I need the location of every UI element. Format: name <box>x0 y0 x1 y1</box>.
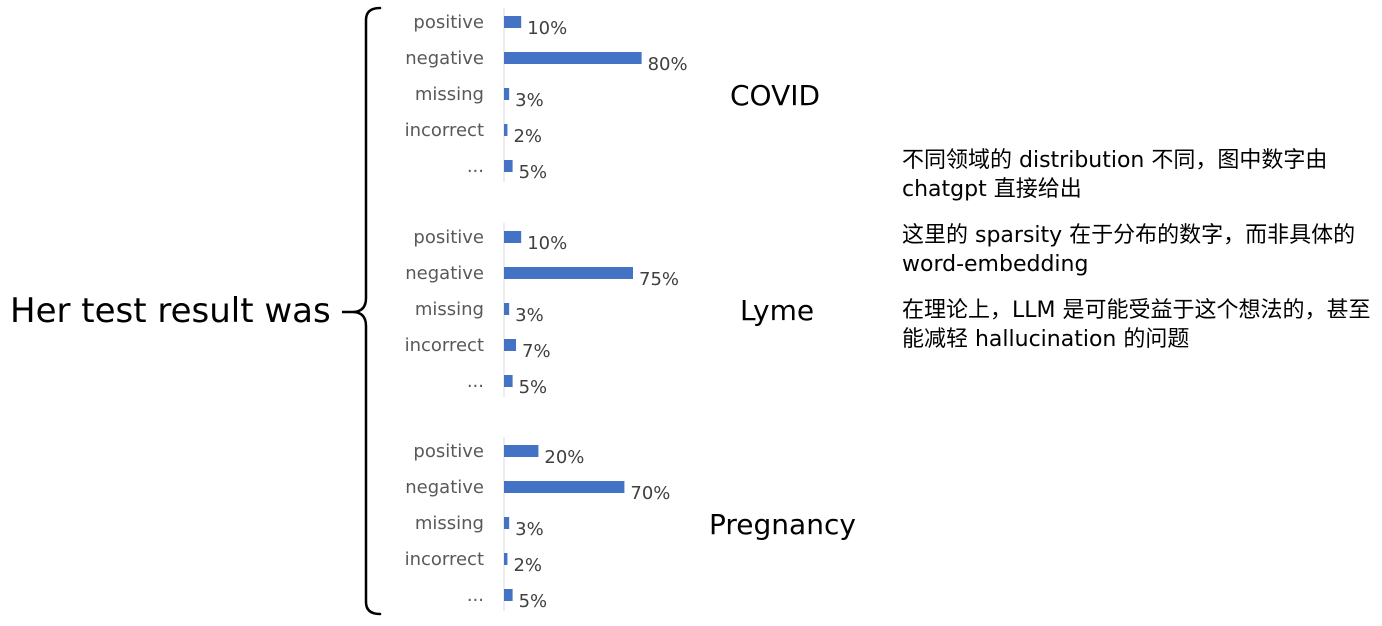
prompt-text: Her test result was <box>10 291 331 331</box>
bar-pregnancy <box>504 517 510 529</box>
bar-chart-lyme: positive 10% negative 75% missing 3% incorrect… <box>380 219 710 399</box>
value-label-covid: 2% <box>513 126 542 147</box>
bar-covid <box>504 160 513 172</box>
bar-chart-covid: positive 10% negative 80% missing 3% incorrect… <box>380 4 710 184</box>
bar-lyme <box>504 303 510 315</box>
bar-covid <box>504 88 510 100</box>
bar-pregnancy <box>504 481 625 493</box>
category-label-pregnancy: ... <box>467 585 484 606</box>
chart-title-lyme: Lyme <box>740 294 815 327</box>
notes-panel: 不同领域的 distribution 不同，图中数字由 chatgpt 直接给出… <box>902 146 1372 371</box>
category-label-covid: incorrect <box>405 120 484 141</box>
chart-title-covid: COVID <box>730 79 821 112</box>
category-label-lyme: incorrect <box>405 335 484 356</box>
category-label-lyme: negative <box>405 263 484 284</box>
category-label-lyme: ... <box>467 371 484 392</box>
value-label-pregnancy: 5% <box>519 591 548 612</box>
category-label-covid: positive <box>413 12 484 33</box>
category-label-pregnancy: positive <box>413 441 484 462</box>
bar-lyme <box>504 339 517 351</box>
bar-chart-pregnancy: positive 20% negative 70% missing 3% incorrect… <box>380 433 710 613</box>
value-label-lyme: 3% <box>515 305 544 326</box>
bar-lyme <box>504 231 522 243</box>
category-label-pregnancy: incorrect <box>405 549 484 570</box>
bar-covid <box>504 52 642 64</box>
bar-pregnancy <box>504 589 513 601</box>
category-label-lyme: missing <box>415 299 484 320</box>
value-label-lyme: 5% <box>519 377 548 398</box>
note-llm: 在理论上，LLM 是可能受益于这个想法的，甚至能减轻 hallucination… <box>902 298 1371 352</box>
category-label-pregnancy: missing <box>415 513 484 534</box>
value-label-pregnancy: 2% <box>513 555 542 576</box>
bar-lyme <box>504 375 513 387</box>
note-sparsity: 这里的 sparsity 在于分布的数字，而非具体的 word-embeddin… <box>902 223 1356 277</box>
note-distribution: 不同领域的 distribution 不同，图中数字由 chatgpt 直接给出 <box>902 148 1328 202</box>
value-label-lyme: 10% <box>527 233 567 254</box>
value-label-covid: 5% <box>519 162 548 183</box>
bar-pregnancy <box>504 445 539 457</box>
bar-pregnancy <box>504 553 508 565</box>
chart-title-pregnancy: Pregnancy <box>709 508 856 541</box>
category-label-pregnancy: negative <box>405 477 484 498</box>
category-label-covid: negative <box>405 48 484 69</box>
value-label-lyme: 75% <box>639 269 679 290</box>
value-label-pregnancy: 70% <box>630 483 670 504</box>
category-label-covid: missing <box>415 84 484 105</box>
value-label-lyme: 7% <box>522 341 551 362</box>
bar-lyme <box>504 267 633 279</box>
bar-covid <box>504 124 508 136</box>
category-label-covid: ... <box>467 156 484 177</box>
value-label-pregnancy: 3% <box>515 519 544 540</box>
value-label-covid: 3% <box>515 90 544 111</box>
bar-covid <box>504 16 522 28</box>
value-label-covid: 10% <box>527 18 567 39</box>
value-label-pregnancy: 20% <box>544 447 584 468</box>
value-label-covid: 80% <box>648 54 688 75</box>
category-label-lyme: positive <box>413 227 484 248</box>
